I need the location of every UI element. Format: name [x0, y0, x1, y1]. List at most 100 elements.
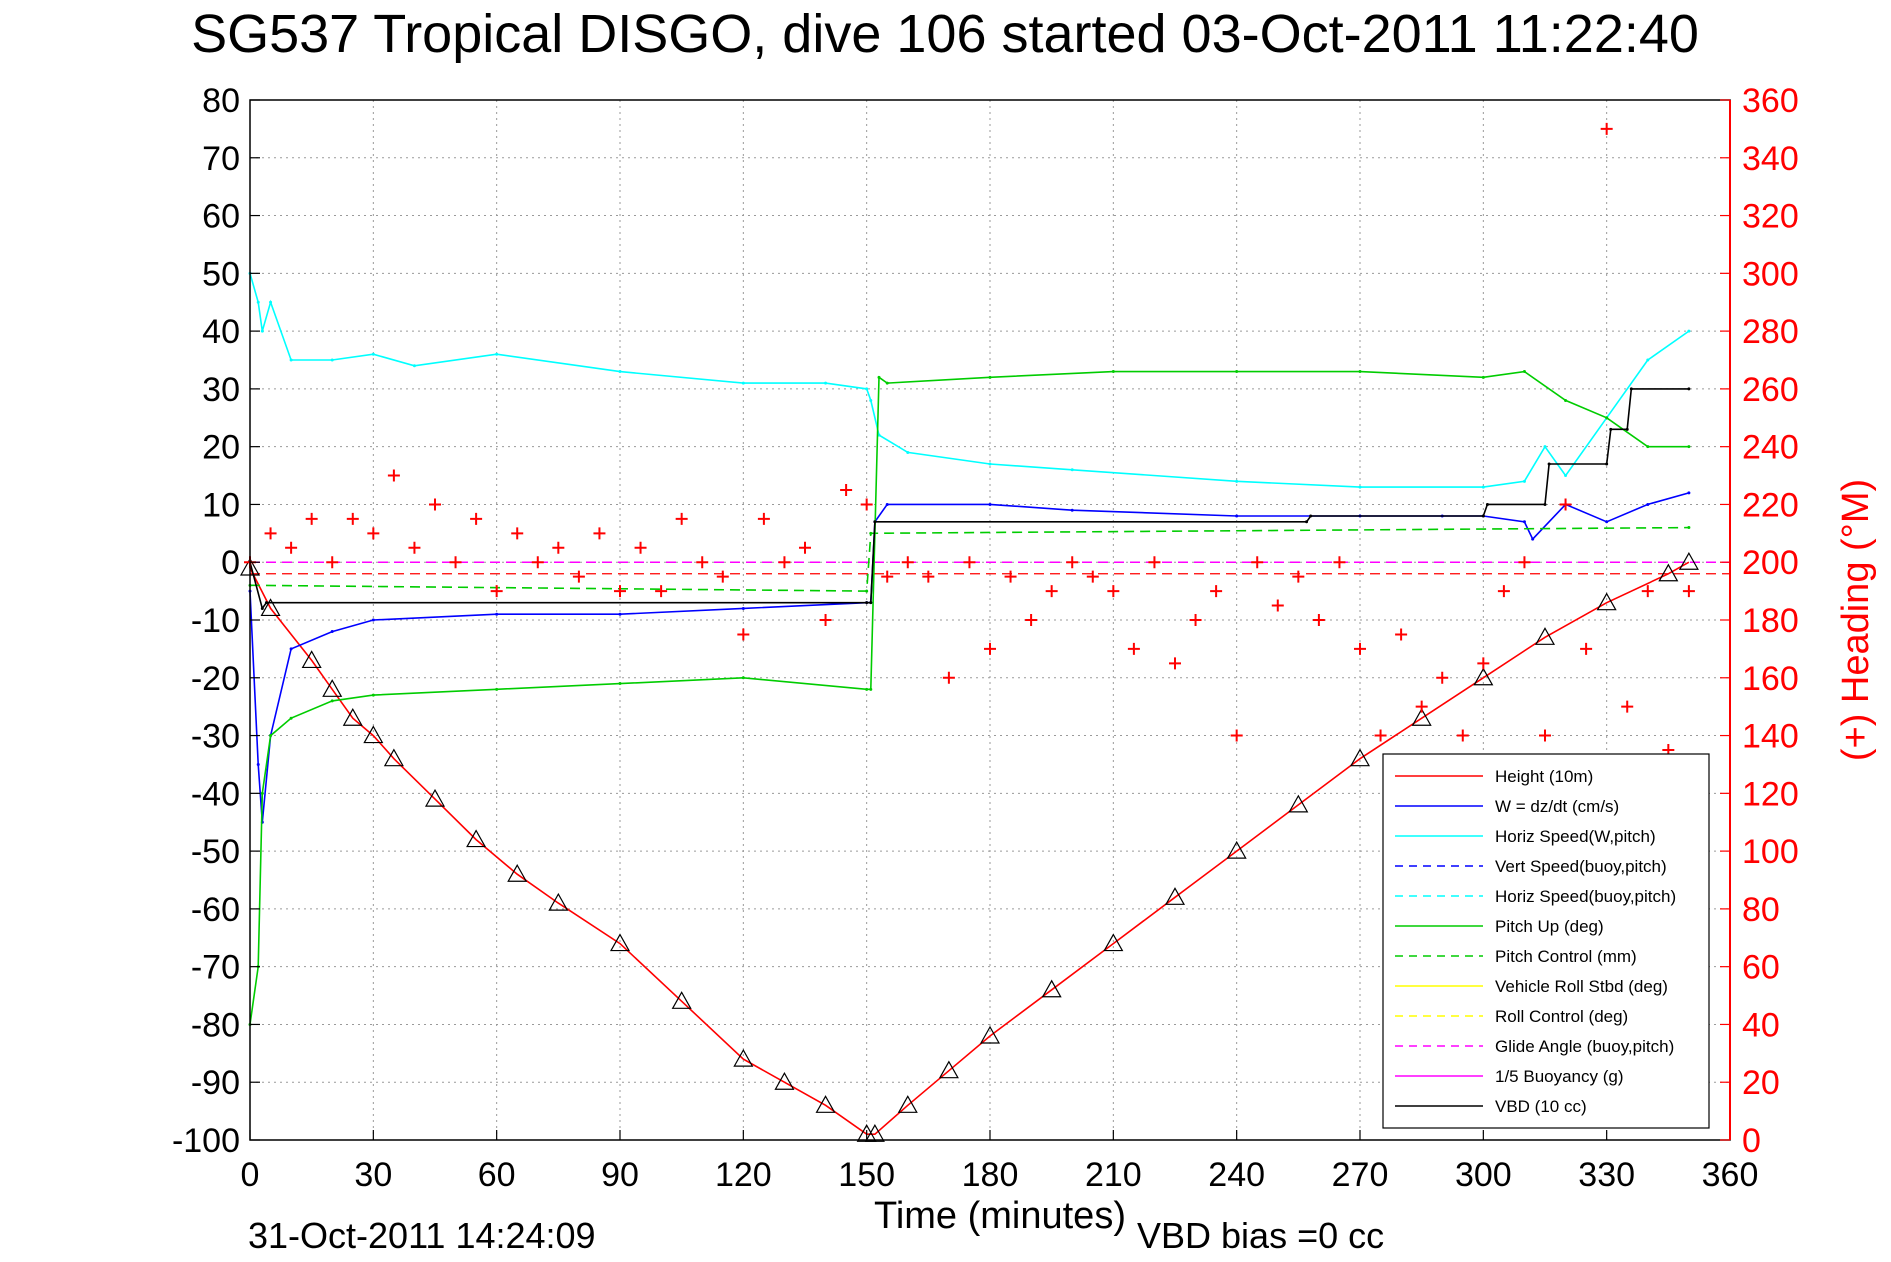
legend: Height (10m) W = dz/dt (cm/s) Horiz Speed(…: [1382, 753, 1710, 1129]
heading-marker: [1374, 729, 1387, 742]
series-point: [988, 375, 992, 379]
chart-title: SG537 Tropical DISGO, dive 106 started 0…: [191, 4, 1699, 64]
height-marker: [938, 1060, 959, 1079]
y-right-tick-label: 320: [1742, 198, 1799, 236]
series-point: [1522, 479, 1526, 483]
heading-marker: [1497, 585, 1510, 598]
series-point: [1564, 474, 1568, 478]
series-point: [741, 381, 745, 385]
series-point: [1625, 427, 1629, 431]
heading-marker: [1559, 498, 1572, 511]
series-point: [1522, 370, 1526, 374]
heading-marker: [490, 585, 503, 598]
heading-marker: [881, 570, 894, 583]
heading-marker: [531, 556, 544, 569]
heading-marker: [840, 484, 853, 496]
heading-marker: [1148, 556, 1161, 569]
series-point: [1235, 479, 1239, 483]
height-marker: [609, 933, 631, 952]
height-marker: [1164, 887, 1186, 905]
series-point: [1070, 468, 1074, 472]
heading-marker: [1292, 570, 1305, 583]
series-point: [1235, 370, 1239, 374]
heading-marker: [305, 512, 318, 525]
y-right-tick-label: 100: [1742, 833, 1799, 871]
y-tick-label: -10: [191, 602, 240, 640]
series-point: [865, 601, 869, 605]
heading-marker: [572, 570, 585, 583]
heading-marker: [1621, 700, 1634, 713]
height-marker: [979, 1025, 1001, 1044]
y-axis-label-right: (+) Heading (°M): [1835, 479, 1877, 761]
x-tick-label: 30: [354, 1156, 392, 1194]
y-right-tick-label: 360: [1742, 82, 1799, 120]
series-point: [371, 618, 375, 622]
heading-marker: [593, 527, 606, 540]
y-right-tick-label: 340: [1742, 140, 1799, 178]
series-point: [1358, 370, 1362, 374]
series-point: [869, 398, 873, 402]
series-point: [618, 682, 622, 686]
legend-item-label: Height (10m): [1495, 767, 1593, 786]
heading-marker: [757, 512, 770, 525]
y-right-tick-label: 20: [1742, 1064, 1780, 1102]
heading-marker: [942, 671, 955, 684]
series-point: [1687, 491, 1691, 495]
series-point: [1543, 445, 1547, 449]
y-tick-label: -70: [191, 949, 240, 987]
height-marker: [1411, 707, 1432, 726]
y-right-tick-label: 0: [1742, 1122, 1761, 1160]
heading-marker: [1333, 556, 1346, 569]
series-point: [1543, 502, 1547, 506]
series-point: [618, 370, 622, 374]
series-point: [1605, 520, 1609, 524]
heading-marker: [860, 498, 873, 511]
series-point: [289, 647, 293, 651]
heading-marker: [1066, 556, 1079, 569]
heading-marker: [1004, 570, 1017, 583]
series-point: [1481, 375, 1485, 379]
heading-marker: [1025, 614, 1038, 626]
legend-item-label: Horiz Speed(buoy,pitch): [1495, 887, 1676, 906]
heading-marker: [1539, 729, 1551, 742]
heading-marker: [1415, 700, 1428, 713]
series-point: [264, 601, 268, 605]
x-tick-label: 150: [838, 1156, 895, 1194]
series-point: [865, 387, 869, 391]
series-point: [289, 716, 293, 720]
series-point: [873, 520, 877, 524]
series-point: [741, 606, 745, 610]
series-point: [877, 375, 881, 379]
heading-marker: [387, 469, 400, 482]
x-tick-label: 180: [962, 1156, 1019, 1194]
series-point: [269, 734, 273, 738]
y-tick-label: 40: [202, 313, 240, 351]
series-point: [869, 601, 873, 605]
height-marker: [1658, 563, 1679, 582]
series-point: [260, 329, 264, 333]
height-marker: [260, 598, 281, 617]
series-point: [1481, 514, 1485, 518]
height-marker: [1041, 979, 1062, 998]
series-point: [1070, 508, 1074, 512]
heading-marker: [511, 527, 524, 540]
y-tick-label: 60: [202, 198, 240, 236]
legend-item-label: 1/5 Buoyancy (g): [1495, 1067, 1624, 1086]
heading-marker: [1271, 599, 1284, 612]
y-right-tick-label: 120: [1742, 775, 1799, 813]
y-tick-label: -50: [191, 833, 240, 871]
height-marker: [1349, 748, 1371, 767]
y-right-tick-label: 180: [1742, 602, 1799, 640]
height-marker: [1678, 551, 1699, 570]
heading-marker: [1169, 657, 1181, 670]
series-point: [1309, 514, 1313, 518]
legend-item-label: Vert Speed(buoy,pitch): [1495, 857, 1667, 876]
height-marker: [383, 748, 404, 767]
y-right-tick-label: 300: [1742, 255, 1799, 293]
x-tick-label: 210: [1085, 1156, 1142, 1194]
series-point: [1687, 526, 1691, 530]
heading-marker: [1127, 642, 1140, 655]
heading-marker: [1312, 614, 1325, 626]
x-tick-label: 270: [1332, 1156, 1389, 1194]
